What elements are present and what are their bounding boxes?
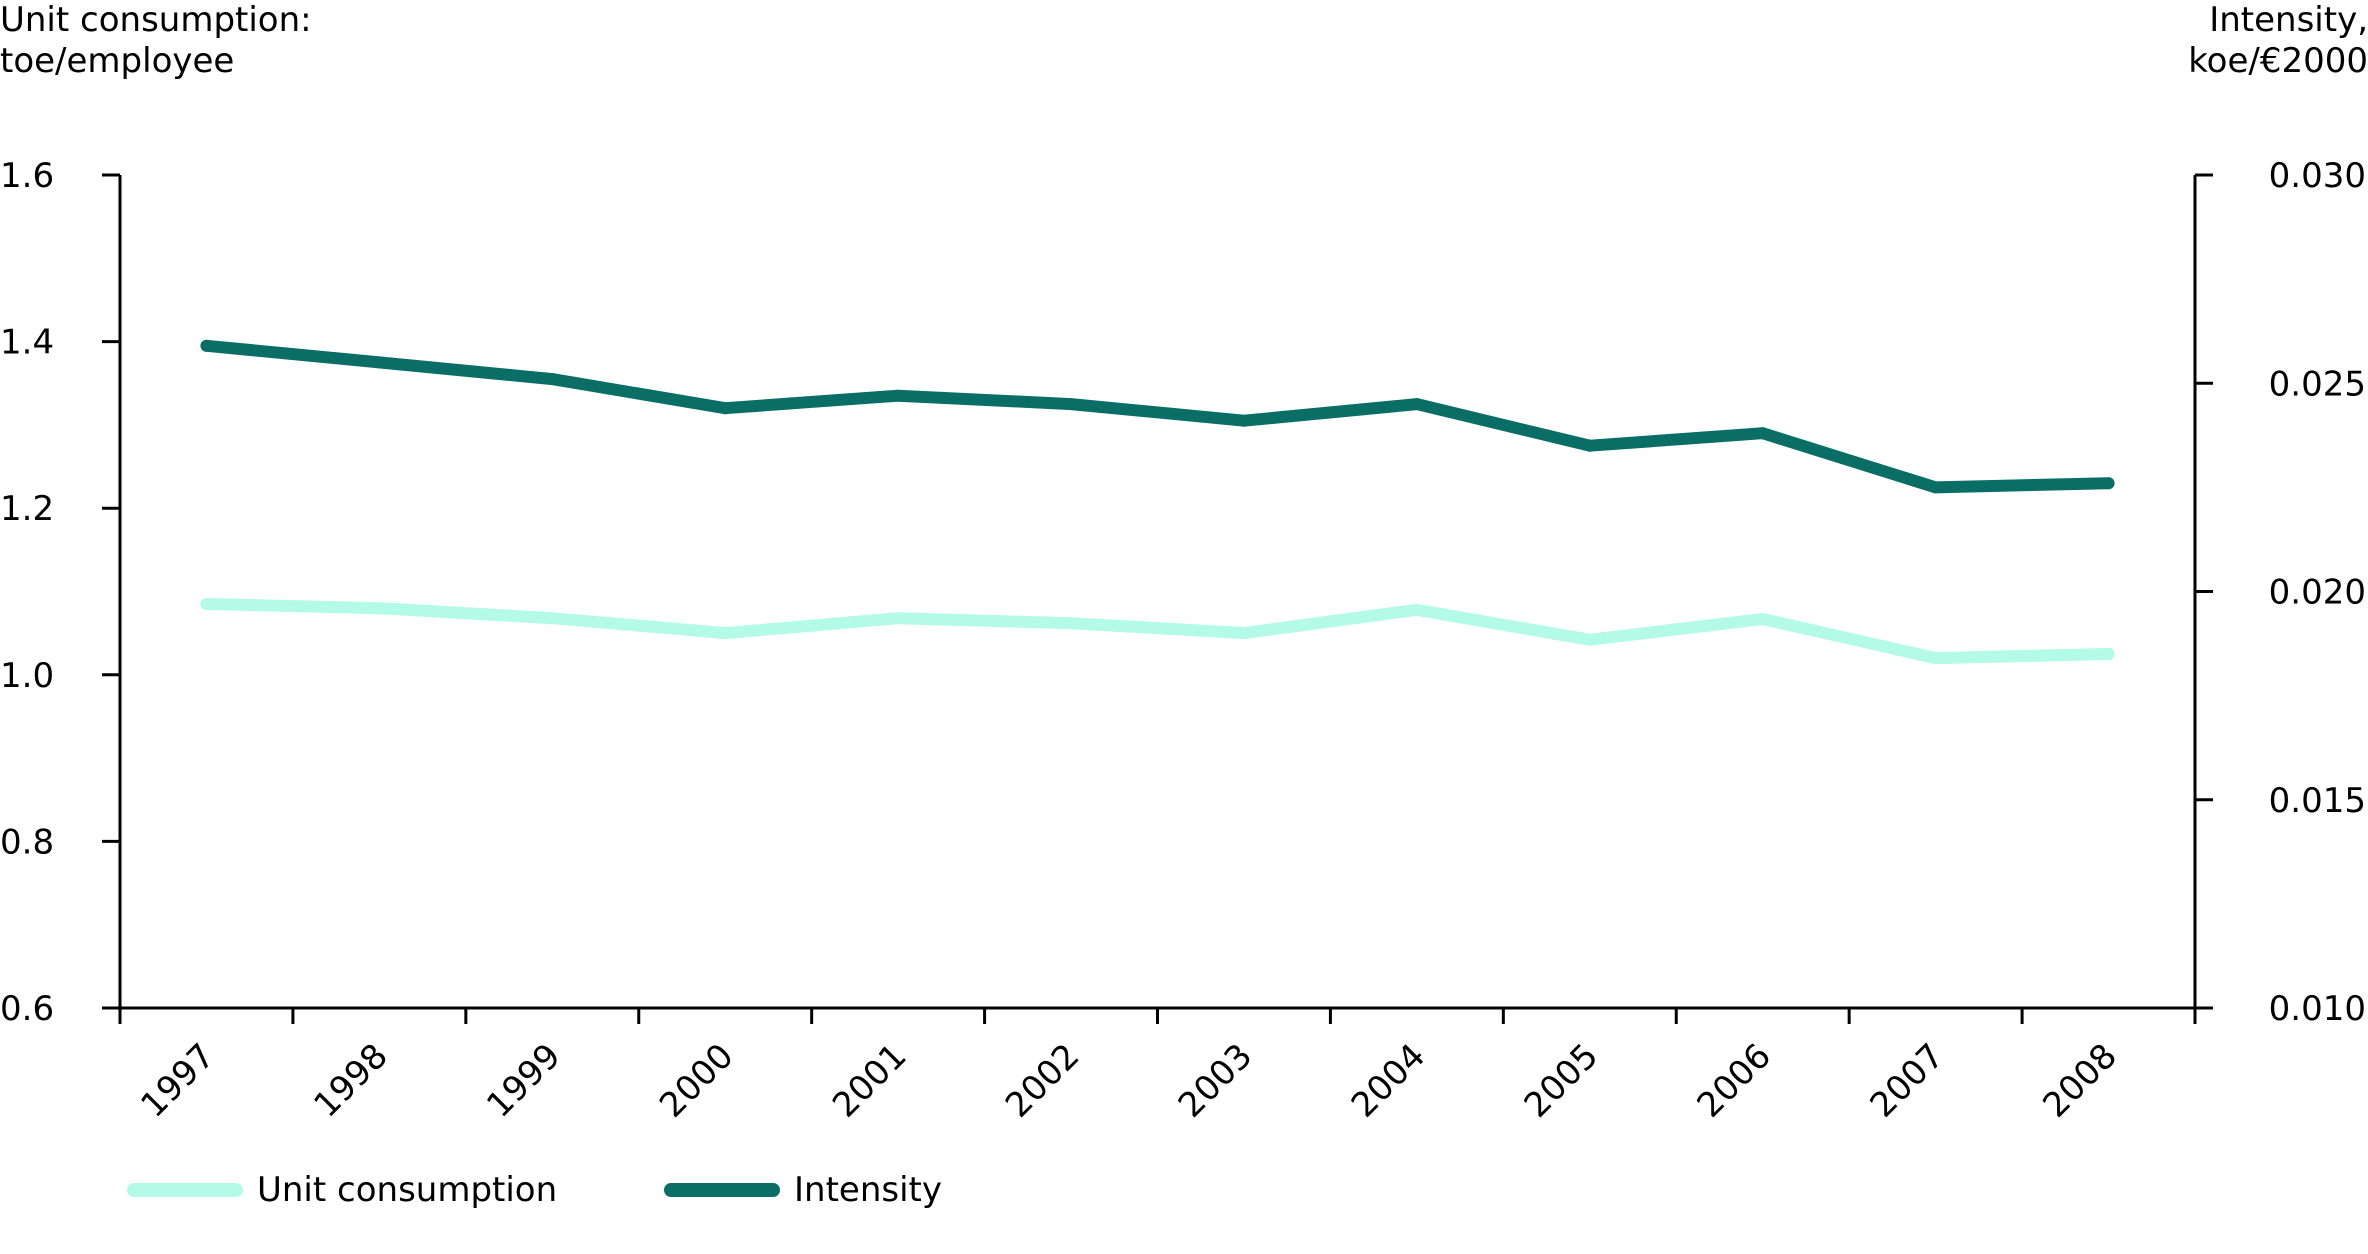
left-tick-label: 0.6 — [0, 989, 54, 1029]
data-point — [546, 612, 559, 625]
left-tick-label: 0.8 — [0, 822, 54, 862]
left-axis-title-line-2: toe/employee — [0, 41, 235, 81]
left-tick-label: 1.4 — [0, 323, 54, 363]
data-point — [1756, 427, 1769, 440]
x-tick-label: 2005 — [1517, 1036, 1606, 1125]
data-point — [719, 402, 732, 415]
series-line-intensity — [200, 339, 2115, 494]
right-axis-title: Intensity, koe/€2000 — [2188, 0, 2368, 82]
data-point — [2102, 477, 2115, 490]
x-tick-label: 2004 — [1344, 1036, 1433, 1125]
legend-item-unit-consumption: Unit consumption — [127, 1170, 557, 1210]
data-point — [1583, 439, 1596, 452]
data-point — [1929, 481, 1942, 494]
data-point — [1237, 414, 1250, 427]
legend-swatch-intensity — [664, 1183, 780, 1197]
right-axis-title-line-2: koe/€2000 — [2188, 41, 2368, 81]
x-tick-label: 2007 — [1863, 1036, 1952, 1125]
x-tick-label: 2002 — [998, 1036, 1087, 1125]
x-tick-label: 2003 — [1171, 1036, 1260, 1125]
left-tick-label: 1.0 — [0, 656, 54, 696]
data-point — [1583, 633, 1596, 646]
right-axis-title-line-1: Intensity, — [2209, 0, 2368, 40]
data-point — [1756, 612, 1769, 625]
data-point — [892, 389, 905, 402]
data-point — [200, 597, 213, 610]
data-point — [200, 339, 213, 352]
legend-label-intensity: Intensity — [794, 1170, 942, 1210]
data-point — [2102, 647, 2115, 660]
legend-item-intensity: Intensity — [664, 1170, 942, 1210]
data-point — [373, 356, 386, 369]
data-point — [892, 612, 905, 625]
left-tick-label: 1.2 — [0, 489, 54, 529]
data-point — [719, 627, 732, 640]
data-point — [1065, 617, 1078, 630]
data-point — [1410, 398, 1423, 411]
right-tick-label: 0.030 — [2269, 156, 2366, 196]
x-tick-label: 2000 — [652, 1036, 741, 1125]
x-tick-label: 1999 — [479, 1036, 568, 1125]
x-tick-label: 1997 — [133, 1036, 222, 1125]
right-tick-label: 0.015 — [2269, 781, 2366, 821]
data-point — [1410, 603, 1423, 616]
left-axis-title: Unit consumption: toe/employee — [0, 0, 312, 82]
x-tick-label: 2008 — [2035, 1036, 2124, 1125]
data-point — [546, 373, 559, 386]
right-tick-label: 0.025 — [2269, 364, 2366, 404]
data-point — [373, 602, 386, 615]
x-tick-label: 1998 — [306, 1036, 395, 1125]
data-point — [1929, 652, 1942, 665]
left-axis-title-line-1: Unit consumption: — [0, 0, 312, 40]
legend-swatch-unit-consumption — [127, 1183, 243, 1197]
data-point — [1237, 627, 1250, 640]
x-tick-label: 2001 — [825, 1036, 914, 1125]
series-line-unit-consumption — [200, 598, 2115, 665]
legend-label-unit-consumption: Unit consumption — [257, 1170, 558, 1210]
right-tick-label: 0.020 — [2269, 573, 2366, 613]
right-tick-label: 0.010 — [2269, 989, 2366, 1029]
x-tick-label: 2006 — [1690, 1036, 1779, 1125]
data-point — [1065, 398, 1078, 411]
left-tick-label: 1.6 — [0, 156, 54, 196]
